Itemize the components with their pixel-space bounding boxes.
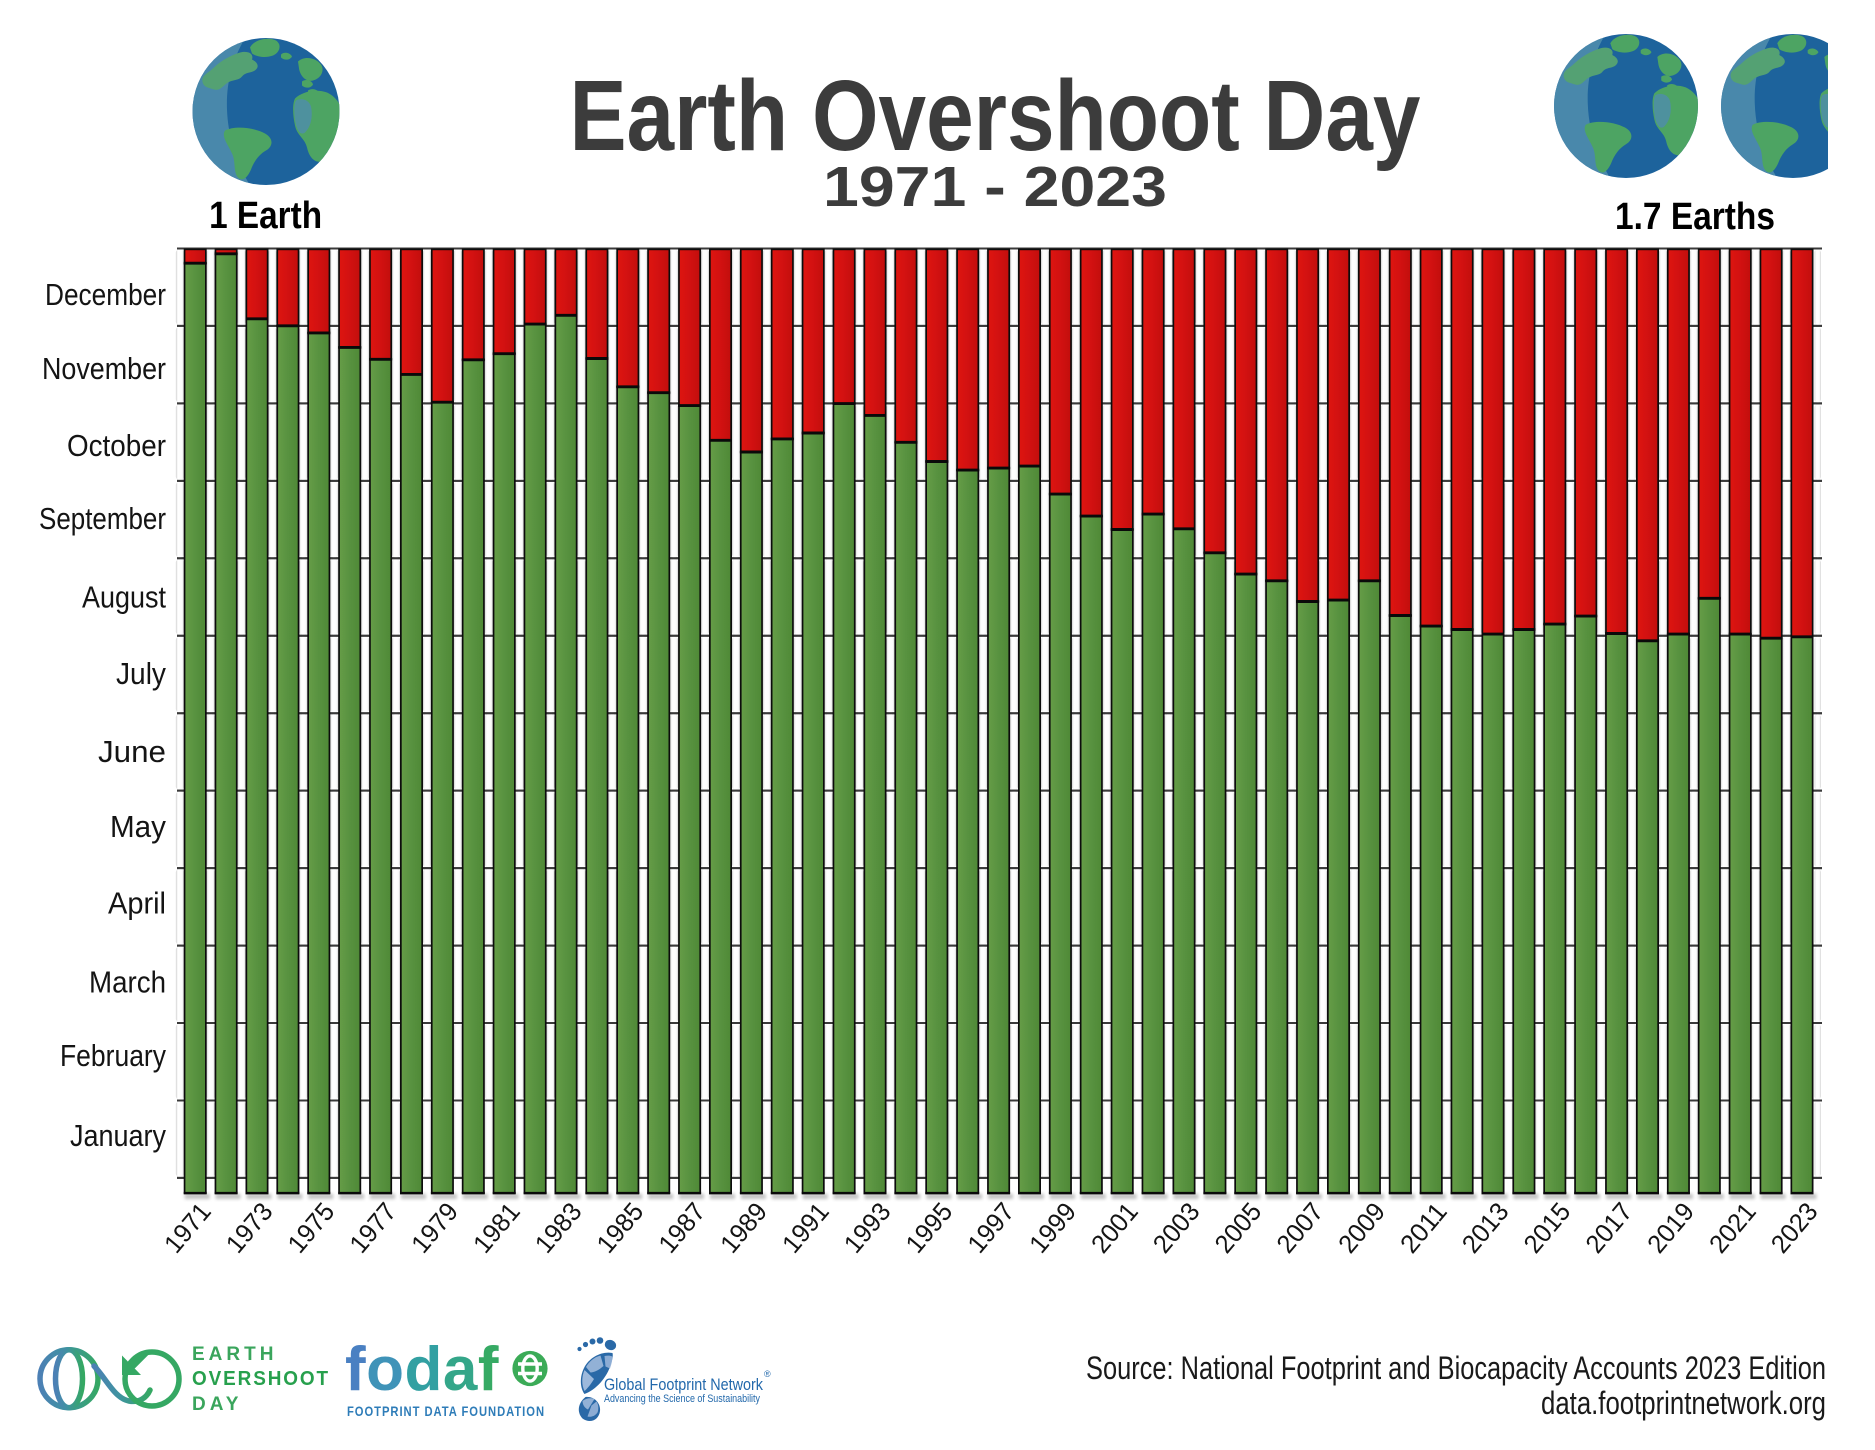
svg-text:EARTH: EARTH <box>192 1344 277 1365</box>
svg-text:Source: National Footprint and: Source: National Footprint and Biocapaci… <box>1086 1350 1826 1386</box>
svg-text:November: November <box>42 351 166 386</box>
svg-text:®: ® <box>764 1369 771 1379</box>
svg-text:March: March <box>89 965 166 1000</box>
svg-text:May: May <box>110 809 166 844</box>
svg-text:June: June <box>98 734 166 769</box>
svg-text:Advancing the Science of Susta: Advancing the Science of Sustainability <box>604 1393 760 1405</box>
svg-text:fodaf: fodaf <box>345 1335 499 1404</box>
svg-text:1.7 Earths: 1.7 Earths <box>1615 196 1775 238</box>
svg-text:1 Earth: 1 Earth <box>209 195 322 237</box>
svg-text:April: April <box>108 885 166 920</box>
svg-text:Global Footprint Network: Global Footprint Network <box>604 1375 763 1394</box>
svg-text:OVERSHOOT: OVERSHOOT <box>192 1368 330 1390</box>
svg-text:August: August <box>82 580 166 615</box>
svg-text:data.footprintnetwork.org: data.footprintnetwork.org <box>1541 1385 1826 1421</box>
svg-text:February: February <box>60 1038 166 1073</box>
svg-text:FOOTPRINT DATA FOUNDATION: FOOTPRINT DATA FOUNDATION <box>347 1403 545 1419</box>
svg-text:July: July <box>116 656 166 691</box>
svg-text:1971 - 2023: 1971 - 2023 <box>823 155 1167 219</box>
svg-text:October: October <box>67 428 166 463</box>
svg-text:Earth Overshoot Day: Earth Overshoot Day <box>570 60 1421 172</box>
svg-text:January: January <box>70 1118 166 1153</box>
svg-text:DAY: DAY <box>192 1394 242 1415</box>
svg-text:December: December <box>45 277 166 312</box>
svg-text:September: September <box>39 501 166 536</box>
